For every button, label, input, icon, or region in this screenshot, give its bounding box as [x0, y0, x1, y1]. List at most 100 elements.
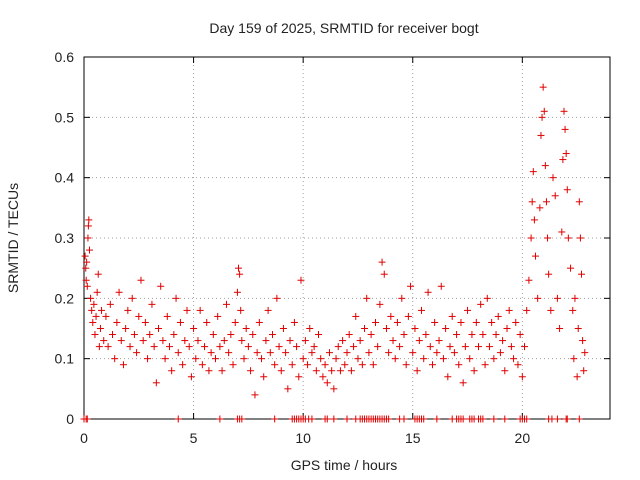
- data-point: [488, 318, 496, 326]
- data-point: [295, 373, 303, 381]
- data-point: [553, 294, 561, 302]
- data-point: [409, 349, 417, 357]
- data-point: [268, 331, 276, 339]
- data-point: [94, 270, 102, 278]
- data-point: [350, 343, 358, 351]
- data-point: [168, 367, 176, 375]
- data-point: [579, 337, 587, 345]
- data-point: [315, 331, 323, 339]
- data-point: [398, 294, 406, 302]
- data-point: [117, 337, 125, 345]
- data-point: [84, 234, 92, 242]
- x-axis-label: GPS time / hours: [291, 457, 398, 473]
- data-point: [518, 373, 526, 381]
- data-point: [560, 107, 568, 115]
- data-point: [293, 343, 301, 351]
- data-point: [544, 234, 552, 242]
- data-point: [358, 361, 366, 369]
- data-point: [396, 343, 404, 351]
- data-point: [581, 349, 589, 357]
- y-tick-label: 0.5: [55, 109, 75, 125]
- data-point: [477, 300, 485, 308]
- data-point: [258, 355, 266, 363]
- data-point: [124, 306, 132, 314]
- data-point: [347, 367, 355, 375]
- data-point: [88, 306, 96, 314]
- data-point: [542, 198, 550, 206]
- data-point: [308, 349, 316, 357]
- data-point: [558, 228, 566, 236]
- data-point: [365, 349, 373, 357]
- data-point: [216, 343, 224, 351]
- data-point: [102, 312, 110, 320]
- data-point: [247, 367, 255, 375]
- data-point: [323, 415, 331, 423]
- data-point: [130, 331, 138, 339]
- data-point: [237, 306, 245, 314]
- data-point: [499, 337, 507, 345]
- data-point: [185, 343, 193, 351]
- data-point: [214, 312, 222, 320]
- data-point: [122, 325, 130, 332]
- data-point: [198, 361, 206, 369]
- data-point: [444, 373, 452, 381]
- data-point: [479, 331, 487, 339]
- data-point: [382, 325, 390, 332]
- data-point: [330, 385, 338, 393]
- data-point: [271, 415, 279, 423]
- data-point: [516, 331, 524, 339]
- data-points: [80, 83, 589, 423]
- data-point: [490, 415, 498, 423]
- data-point: [439, 355, 447, 363]
- data-point: [341, 361, 349, 369]
- data-point: [575, 415, 583, 423]
- data-point: [282, 349, 290, 357]
- data-point: [277, 367, 285, 375]
- data-point: [481, 361, 489, 369]
- data-point: [190, 325, 198, 332]
- data-point: [275, 343, 283, 351]
- data-point: [442, 325, 450, 332]
- y-tick-label: 0.3: [55, 230, 75, 246]
- data-point: [176, 318, 184, 326]
- data-point: [485, 343, 493, 351]
- data-point: [578, 270, 586, 278]
- x-tick-label: 0: [80, 430, 88, 446]
- data-point: [523, 415, 531, 423]
- y-axis-label: SRMTID / TECUs: [5, 183, 21, 293]
- x-tick-label: 10: [295, 430, 311, 446]
- data-point: [235, 264, 243, 272]
- data-point: [297, 276, 305, 284]
- data-point: [170, 331, 178, 339]
- x-tick-labels: 0 5 10 15 20: [80, 430, 530, 446]
- chart-title: Day 159 of 2025, SRMTID for receiver bog…: [209, 20, 478, 36]
- data-point: [332, 355, 340, 363]
- data-point: [426, 343, 434, 351]
- data-point: [81, 252, 89, 260]
- data-point: [470, 367, 478, 375]
- data-point: [201, 343, 209, 351]
- data-point: [139, 337, 147, 345]
- data-point: [400, 331, 408, 339]
- data-point: [503, 325, 511, 332]
- data-point: [501, 415, 509, 423]
- data-point: [369, 361, 377, 369]
- data-point: [418, 306, 426, 314]
- data-point: [468, 331, 476, 339]
- data-point: [563, 415, 571, 423]
- data-point: [553, 415, 561, 423]
- data-point: [82, 276, 90, 284]
- data-point: [559, 156, 567, 164]
- data-point: [251, 391, 259, 399]
- data-point: [339, 337, 347, 345]
- data-point: [328, 367, 336, 375]
- data-point: [450, 349, 458, 357]
- data-point: [464, 306, 472, 314]
- data-point: [155, 325, 163, 332]
- data-point: [181, 337, 189, 345]
- data-point: [317, 355, 325, 363]
- data-point: [433, 349, 441, 357]
- x-tick-label: 20: [515, 430, 531, 446]
- data-point: [334, 343, 342, 351]
- data-point: [240, 355, 248, 363]
